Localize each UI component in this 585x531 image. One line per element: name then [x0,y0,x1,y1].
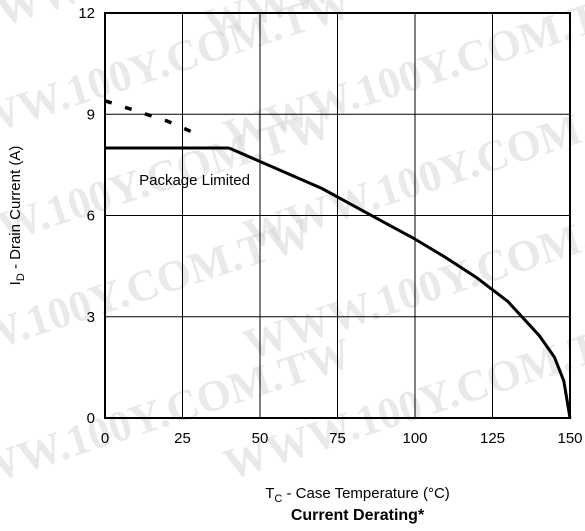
series-line-3 [228,146,572,419]
package-limited-annotation: Package Limited [139,172,250,189]
y-axis-label: ID - Drain Current (A) [7,146,27,286]
series-layer [104,99,572,419]
y-tick-label: 3 [87,309,95,326]
x-tick-label: 100 [402,430,427,447]
y-tick-label: 0 [87,410,95,427]
x-tick-label: 150 [557,430,582,447]
x-tick-labels: 0 25 50 75 100 125 150 [101,430,583,447]
y-tick-label: 9 [87,106,95,123]
x-tick-label: 0 [101,430,109,447]
y-tick-label: 6 [87,208,95,225]
x-tick-label: 50 [252,430,269,447]
grid-lines [105,13,570,418]
plot-frame [104,12,571,419]
x-tick-label: 75 [329,430,346,447]
series-line-1 [104,99,199,137]
y-tick-label: 12 [78,5,95,22]
x-tick-label: 125 [480,430,505,447]
y-tick-labels: 0 3 6 9 12 [78,5,95,427]
x-tick-label: 25 [174,430,191,447]
x-axis-label: TC - Case Temperature (°C) [265,485,450,505]
chart-title: Current Derating* [291,507,425,524]
